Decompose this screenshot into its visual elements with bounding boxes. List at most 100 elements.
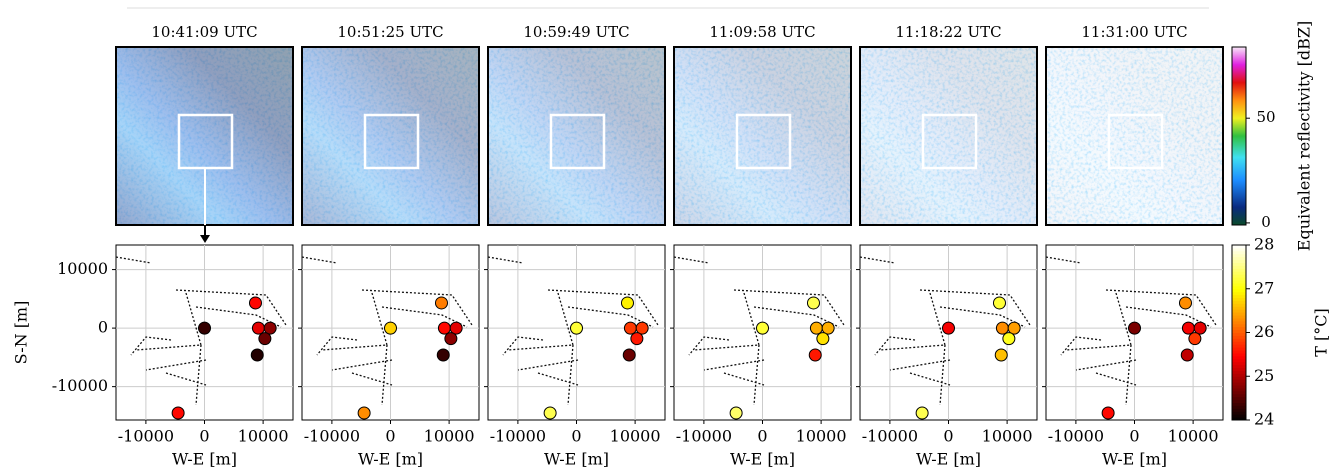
colorbar-segment — [1232, 335, 1246, 339]
barb-trail — [165, 372, 207, 386]
colorbar-segment — [1232, 408, 1246, 412]
colorbar-tick-label: 27 — [1254, 278, 1274, 297]
x-axis-label: W-E [m] — [1102, 450, 1167, 469]
barb-trail — [1095, 372, 1137, 386]
x-tick-label: 10000 — [238, 427, 289, 446]
barb-trail — [537, 372, 579, 386]
station-point — [808, 348, 822, 362]
colorbar-segment — [1232, 402, 1246, 406]
barb-trail — [502, 336, 544, 356]
colorbar-segment — [1232, 265, 1246, 269]
colorbar-segment — [1232, 411, 1246, 415]
station-point — [992, 296, 1006, 310]
colorbar-segment — [1232, 288, 1246, 293]
colorbar-segment — [1232, 291, 1246, 296]
x-tick-label: 0 — [385, 427, 395, 446]
colorbar-tick-label: 0 — [1261, 213, 1271, 231]
panel-title: 10:59:49 UTC — [523, 23, 629, 41]
colorbar-segment — [1232, 347, 1246, 351]
focus-box — [363, 113, 420, 170]
colorbar-segment — [1232, 274, 1246, 278]
colorbar-segment — [1232, 300, 1246, 304]
colorbar-segment — [1232, 405, 1246, 409]
station-point — [729, 406, 743, 420]
radar-texture — [860, 47, 1037, 225]
barb-trail — [1060, 336, 1102, 356]
colorbar-segment — [1232, 399, 1246, 403]
station-point — [806, 296, 820, 310]
colorbar — [1231, 46, 1247, 226]
station-point — [384, 321, 397, 335]
station-point — [1128, 321, 1141, 335]
colorbar-segment — [1232, 367, 1246, 371]
barb-trail — [693, 292, 760, 351]
wind-barbs — [673, 256, 845, 406]
station-point — [434, 296, 448, 310]
barb-trail — [909, 372, 951, 386]
station-point — [198, 321, 211, 335]
barb-trail — [487, 256, 524, 264]
colorbar-segment — [1232, 326, 1246, 331]
station-point — [630, 332, 644, 346]
radar-texture — [488, 47, 665, 225]
x-tick-label: 0 — [1129, 427, 1139, 446]
panel-title: 11:18:22 UTC — [895, 23, 1001, 41]
wind-barbs — [1045, 256, 1217, 406]
barb-trail — [688, 336, 730, 356]
radar-frame — [673, 46, 852, 226]
colorbar-segment — [1232, 414, 1246, 418]
x-axis-label: W-E [m] — [544, 450, 609, 469]
y-tick-label: 10000 — [57, 259, 108, 278]
station-point — [1180, 348, 1194, 362]
colorbar-segment — [1232, 323, 1246, 328]
barb-trail — [351, 372, 393, 386]
colorbar-segment — [1232, 306, 1246, 310]
colorbar-segment — [1232, 364, 1246, 368]
colorbar-segment — [1232, 268, 1246, 272]
barb-trail — [1045, 256, 1082, 264]
station-point — [437, 321, 451, 335]
barb-trail — [859, 256, 896, 264]
radar-frame — [301, 46, 480, 226]
colorbar-segment — [1232, 271, 1246, 275]
wind-barbs — [859, 256, 1031, 406]
x-tick-label: -10000 — [490, 427, 546, 446]
station-point — [449, 321, 463, 335]
colorbar-segment — [1232, 245, 1246, 249]
x-tick-label: -10000 — [676, 427, 732, 446]
colorbar-tick-label: 25 — [1254, 366, 1274, 385]
barb-trail — [195, 306, 282, 328]
station-point — [620, 296, 634, 310]
colorbar-tick-label: 26 — [1254, 322, 1274, 341]
x-axis-label: W-E [m] — [730, 450, 795, 469]
colorbar-tick-label: 28 — [1254, 235, 1274, 254]
colorbar-segment — [1232, 338, 1246, 342]
x-tick-label: 10000 — [1168, 427, 1219, 446]
arrow-head — [200, 235, 210, 243]
colorbar-segment — [1232, 390, 1246, 395]
barb-trail — [301, 256, 338, 264]
station-point — [248, 296, 262, 310]
barb-trail — [879, 292, 946, 351]
x-tick-label: 10000 — [424, 427, 475, 446]
colorbar-segment — [1232, 361, 1246, 366]
colorbar-segment — [1232, 315, 1246, 319]
colorbar-label: T [°C] — [1312, 308, 1331, 356]
colorbar-segment — [1232, 262, 1246, 266]
colorbar-segment — [1232, 259, 1246, 263]
colorbar-segment — [1232, 250, 1246, 255]
x-tick-label: 10000 — [796, 427, 847, 446]
station-point — [543, 406, 557, 420]
barb-trail — [321, 292, 388, 351]
colorbar-segment — [1232, 385, 1246, 389]
x-tick-label: 0 — [757, 427, 767, 446]
station-point — [635, 321, 649, 335]
colorbar-segment — [1232, 317, 1246, 322]
x-axis-label: W-E [m] — [172, 450, 237, 469]
barb-trail — [673, 256, 710, 264]
colorbar-segment — [1232, 393, 1246, 398]
x-tick-label: -10000 — [862, 427, 918, 446]
station-point — [816, 332, 830, 346]
station-point — [1178, 296, 1192, 310]
